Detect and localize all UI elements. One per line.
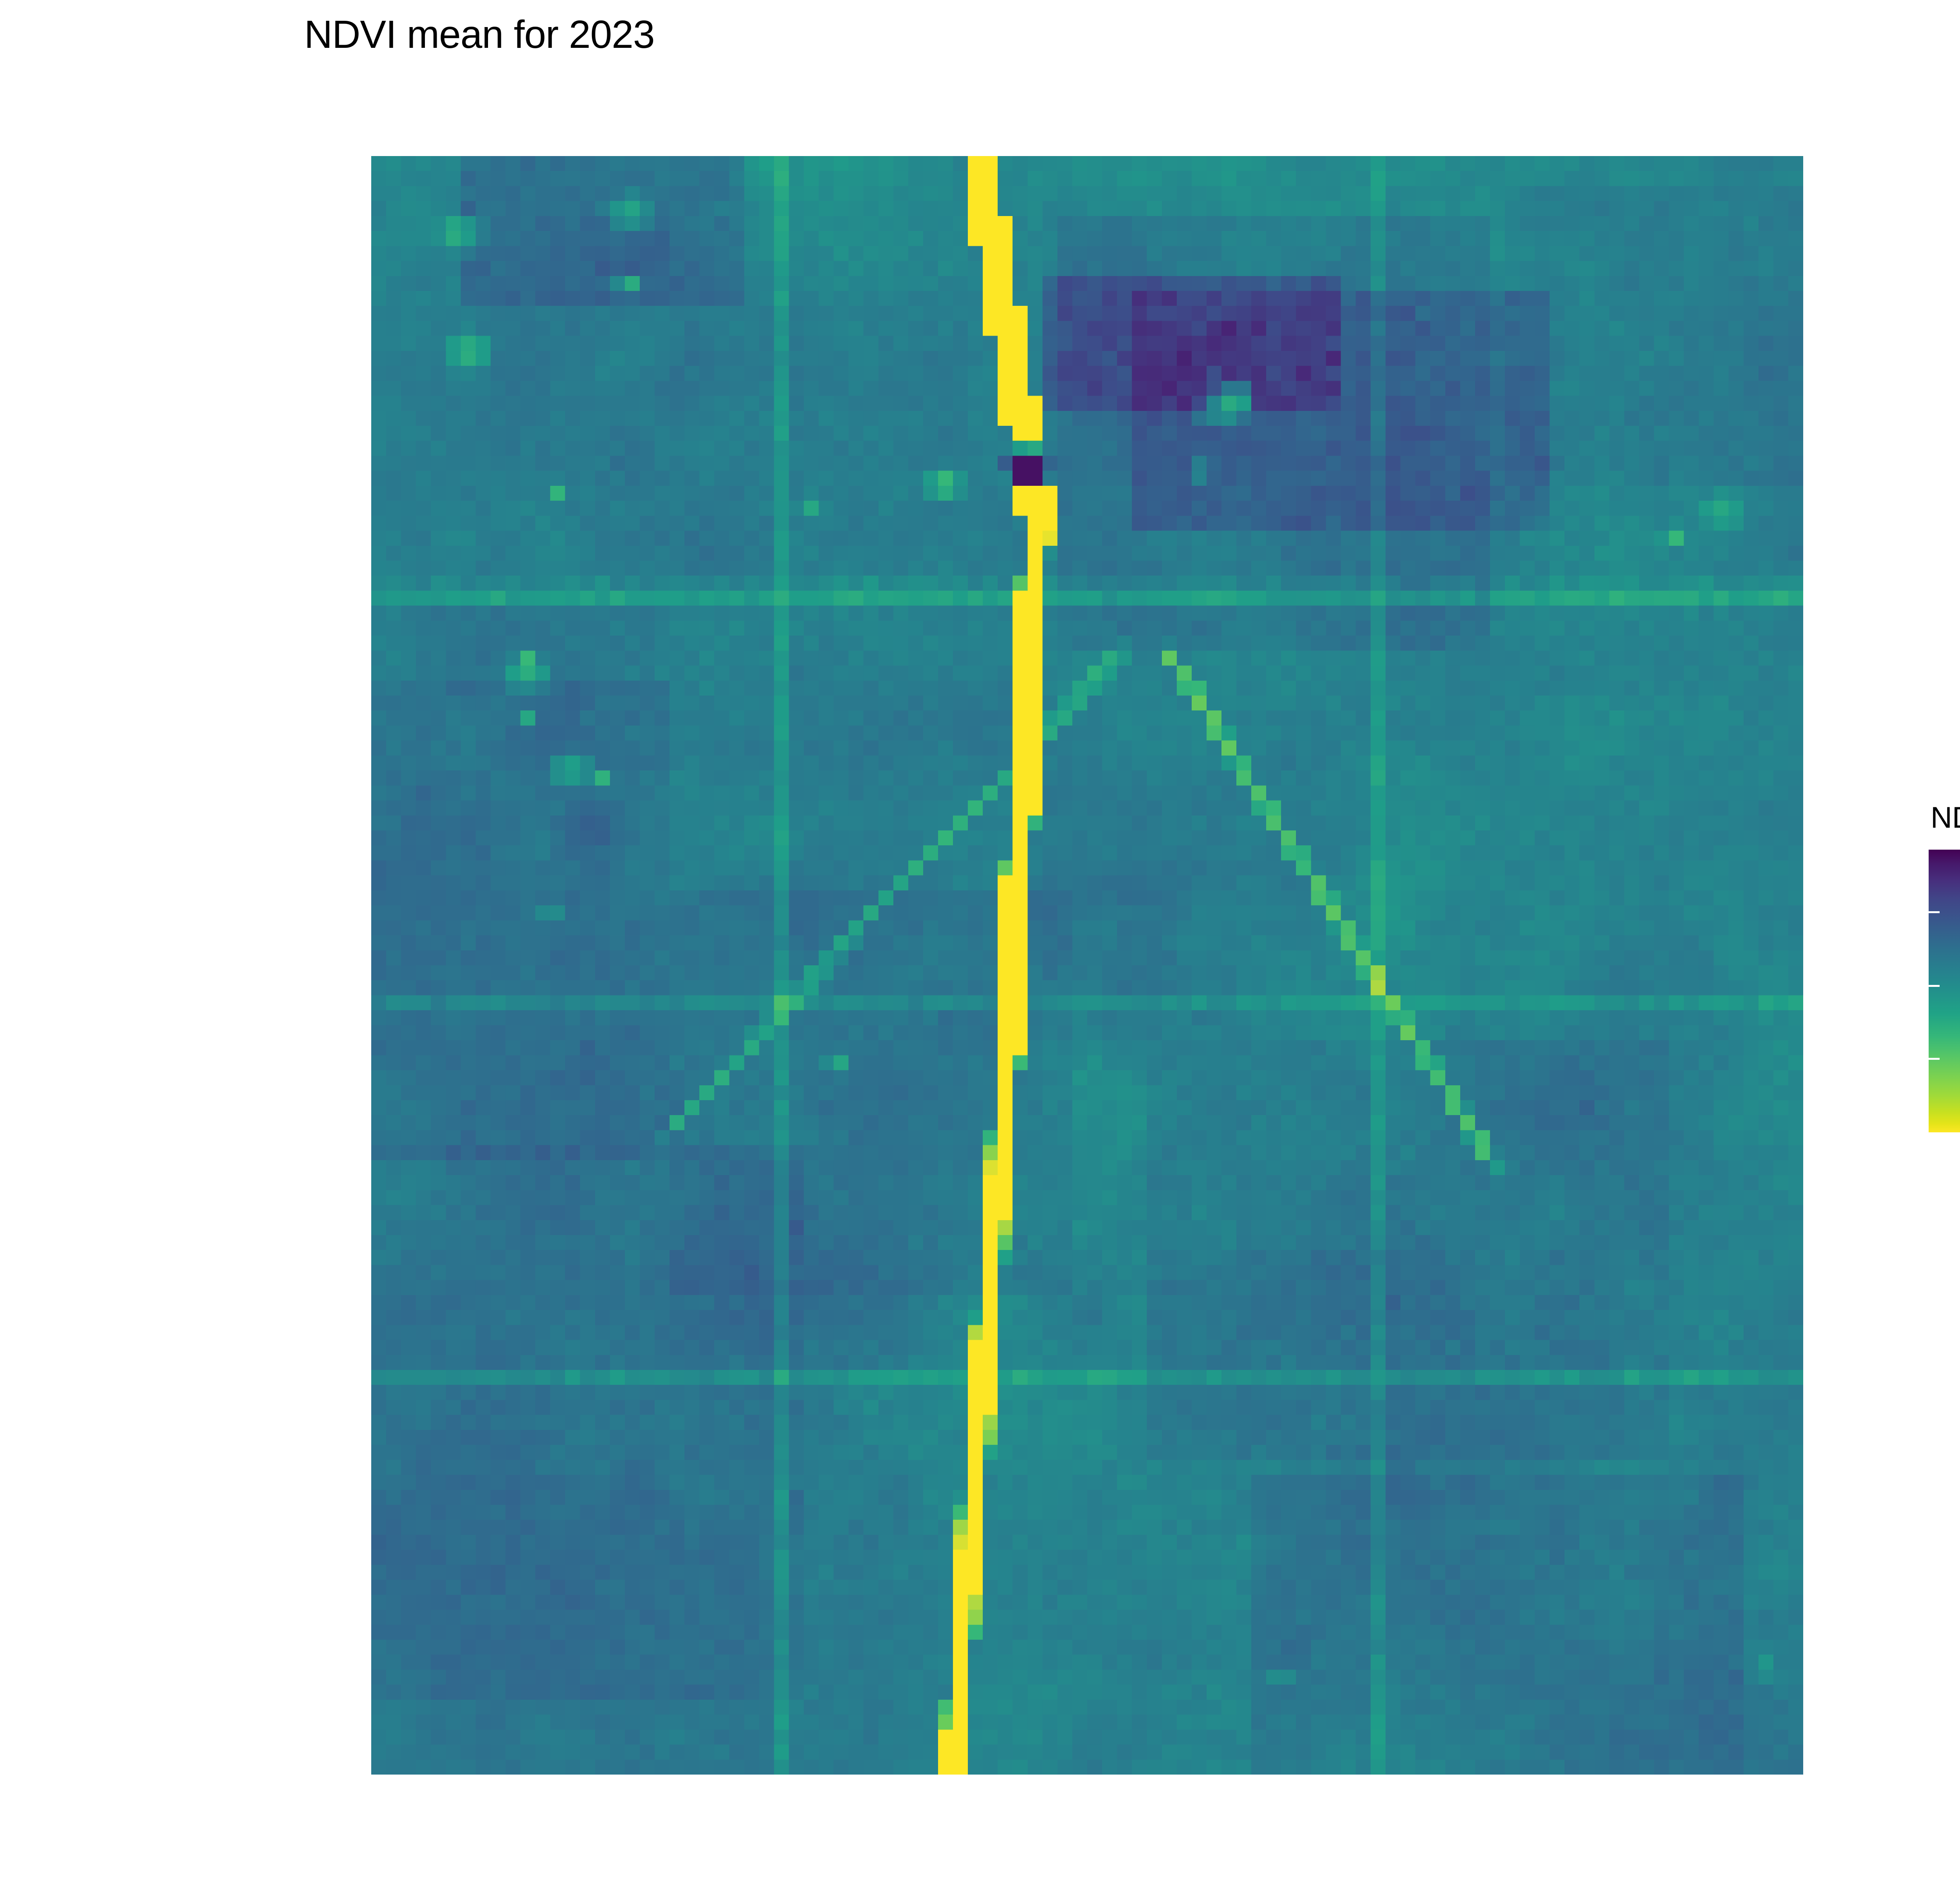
colorbar-tick-1-left: [1929, 985, 1940, 987]
legend: NDVI 0.6 0.3 0.0: [1929, 800, 1960, 1153]
page-title: NDVI mean for 2023: [304, 13, 655, 56]
colorbar[interactable]: [1929, 850, 1960, 1132]
ndvi-raster-panel[interactable]: [371, 156, 1803, 1775]
ndvi-raster-canvas[interactable]: [371, 156, 1803, 1775]
colorbar-tick-2-left: [1929, 1058, 1940, 1060]
legend-title: NDVI: [1931, 801, 1960, 834]
colorbar-gradient: [1929, 850, 1960, 1132]
colorbar-tick-0-left: [1929, 911, 1940, 914]
